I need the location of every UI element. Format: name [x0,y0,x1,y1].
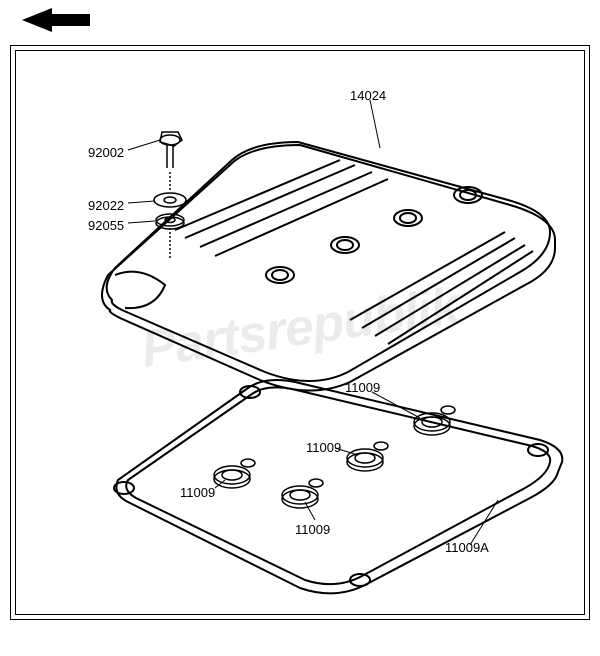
callout-92002: 92002 [88,145,124,160]
callout-11009-1: 11009 [345,380,380,395]
parts-drawing [0,0,600,656]
callout-11009-4: 11009 [295,522,330,537]
callout-92055: 92055 [88,218,124,233]
diagram-container: 14024 92002 92022 92055 11009 11009 1100… [0,0,600,656]
callout-14024: 14024 [350,88,386,103]
callout-11009A: 11009A [445,540,489,555]
callout-92022: 92022 [88,198,124,213]
callout-11009-3: 11009 [180,485,215,500]
callout-11009-2: 11009 [306,440,341,455]
